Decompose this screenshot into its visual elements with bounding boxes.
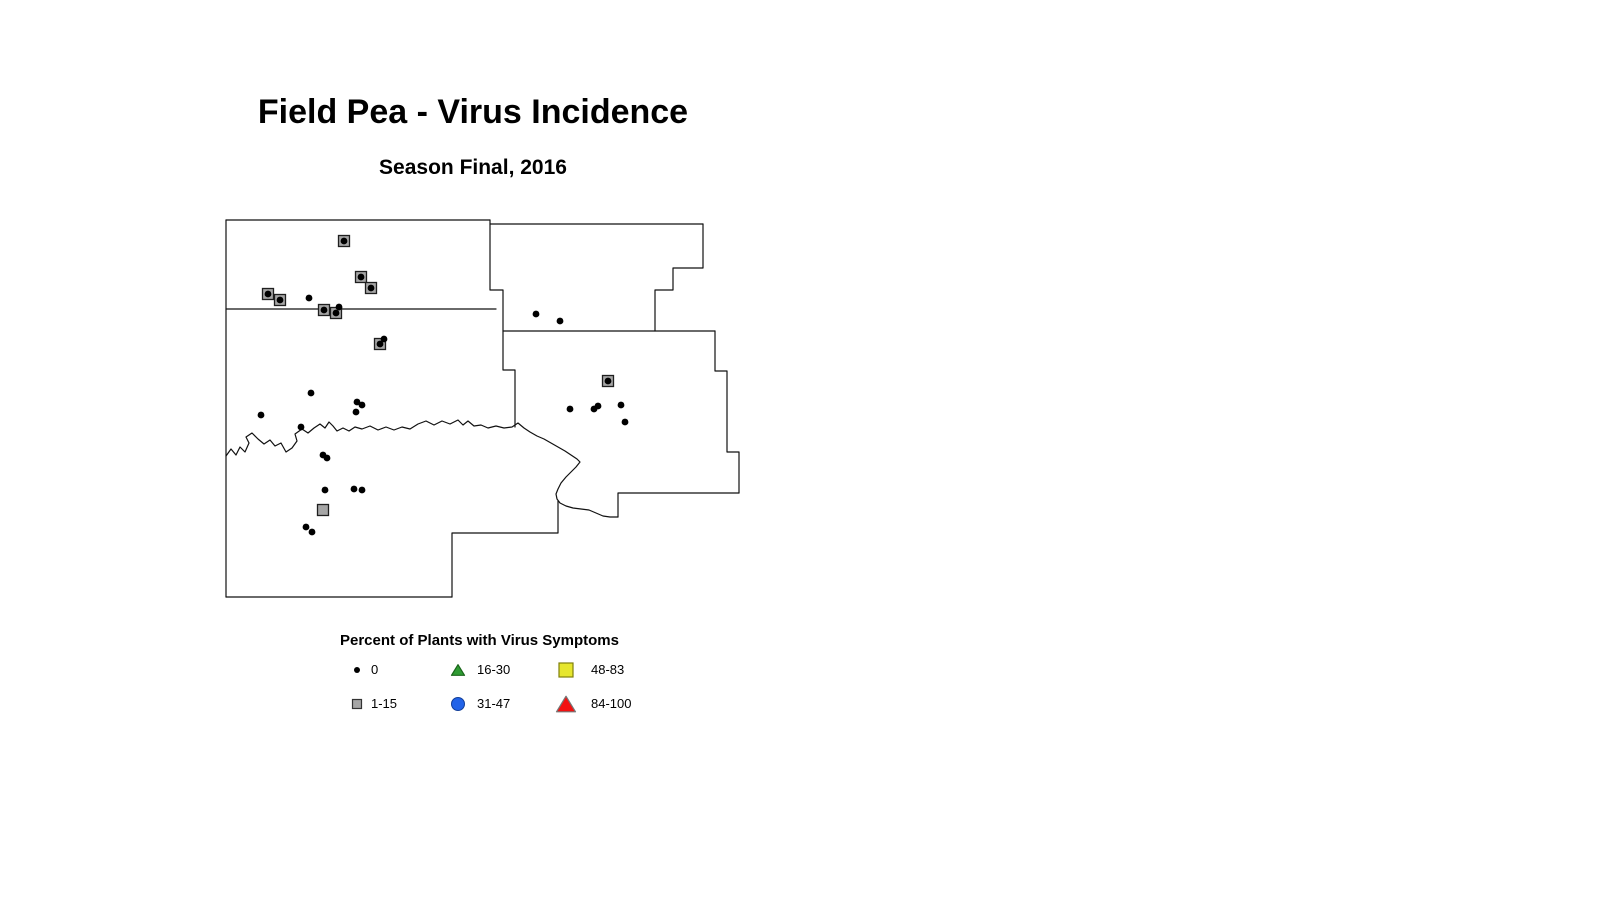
legend-triangle-icon — [450, 664, 466, 676]
survey-site-dot-0 — [556, 317, 564, 325]
survey-site-dot-0 — [353, 398, 361, 406]
survey-site-dot-0 — [617, 401, 625, 409]
survey-site-dot-0 — [308, 528, 316, 536]
survey-site-dot-0 — [367, 284, 375, 292]
survey-site-dot-0 — [332, 309, 340, 317]
survey-site-dot-0 — [302, 523, 310, 531]
legend-circle-icon — [451, 697, 465, 711]
legend-square-icon — [558, 662, 574, 678]
survey-site-dot-0 — [340, 237, 348, 245]
legend-square-icon — [351, 698, 363, 710]
survey-site-dot-0 — [352, 408, 360, 416]
county-boundary-line — [489, 219, 516, 428]
survey-site-dot-0 — [566, 405, 574, 413]
survey-site-dot-0 — [380, 335, 388, 343]
county-boundary-line — [714, 330, 740, 494]
legend-label-0: 0 — [371, 662, 379, 677]
survey-site-dot-0 — [376, 340, 384, 348]
survey-site-dot-0 — [257, 411, 265, 419]
survey-site-dot-0 — [297, 423, 305, 431]
survey-site-dot-0 — [307, 389, 315, 397]
legend-label-16-30: 16-30 — [477, 662, 511, 677]
survey-site-dot-0 — [621, 418, 629, 426]
survey-site-square-1-15 — [316, 503, 330, 517]
survey-site-dot-0 — [357, 273, 365, 281]
county-boundary-line — [451, 500, 559, 598]
legend-triangle-icon — [555, 695, 577, 713]
survey-site-dot-0 — [350, 485, 358, 493]
chart-subtitle: Season Final, 2016 — [379, 156, 567, 179]
survey-site-dot-0 — [321, 486, 329, 494]
county-boundary-line — [225, 419, 619, 518]
legend-label-1-15: 1-15 — [371, 696, 398, 711]
county-boundary-line — [617, 492, 740, 518]
survey-site-dot-0 — [590, 405, 598, 413]
survey-site-dot-0 — [532, 310, 540, 318]
survey-site-dot-0 — [323, 454, 331, 462]
survey-site-dot-0 — [276, 296, 284, 304]
survey-site-dot-0 — [604, 377, 612, 385]
chart-title: Field Pea - Virus Incidence — [257, 93, 689, 131]
county-boundary-line — [654, 223, 704, 332]
survey-site-dot-0 — [358, 486, 366, 494]
survey-site-dot-0 — [320, 306, 328, 314]
legend-label-48-83: 48-83 — [591, 662, 625, 677]
survey-site-dot-0 — [358, 401, 366, 409]
survey-site-dot-0 — [264, 290, 272, 298]
legend-title: Percent of Plants with Virus Symptoms — [340, 632, 619, 649]
legend-label-84-100: 84-100 — [591, 696, 632, 711]
legend-label-31-47: 31-47 — [477, 696, 511, 711]
legend-dot-icon — [354, 667, 360, 673]
survey-site-dot-0 — [335, 303, 343, 311]
survey-site-dot-0 — [305, 294, 313, 302]
